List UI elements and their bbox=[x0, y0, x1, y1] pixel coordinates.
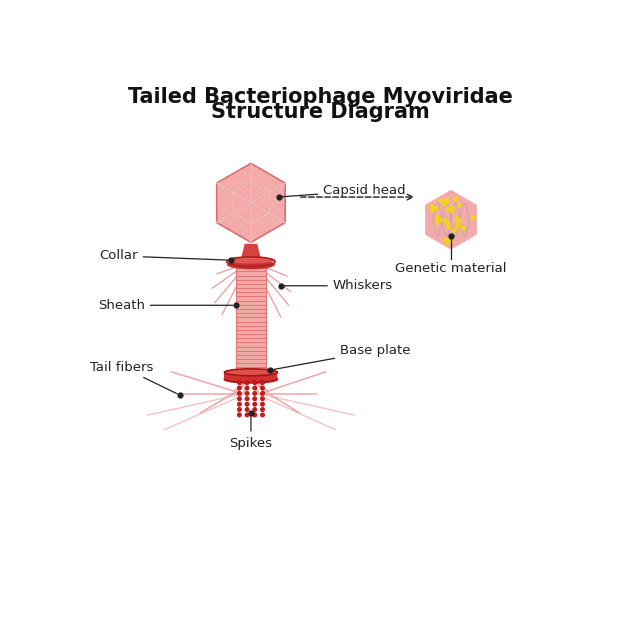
Circle shape bbox=[446, 207, 452, 212]
Text: Whiskers: Whiskers bbox=[284, 279, 393, 292]
Text: Tailed Bacteriophage Myoviridae: Tailed Bacteriophage Myoviridae bbox=[128, 87, 513, 107]
Circle shape bbox=[444, 240, 449, 245]
Circle shape bbox=[245, 408, 249, 412]
Circle shape bbox=[253, 386, 257, 390]
Circle shape bbox=[245, 413, 249, 417]
Bar bbox=[224, 371, 277, 379]
Circle shape bbox=[449, 205, 454, 211]
Circle shape bbox=[245, 397, 249, 401]
Circle shape bbox=[438, 198, 444, 203]
Circle shape bbox=[237, 397, 242, 401]
Circle shape bbox=[245, 386, 249, 390]
Circle shape bbox=[237, 381, 242, 385]
Circle shape bbox=[454, 216, 460, 222]
Ellipse shape bbox=[227, 257, 275, 264]
Circle shape bbox=[436, 215, 441, 220]
Circle shape bbox=[456, 223, 461, 228]
Circle shape bbox=[443, 237, 448, 243]
Circle shape bbox=[260, 402, 265, 406]
Circle shape bbox=[443, 218, 448, 223]
Circle shape bbox=[237, 408, 242, 412]
Circle shape bbox=[444, 220, 450, 226]
Text: Base plate: Base plate bbox=[273, 344, 411, 369]
Text: Structure Diagram: Structure Diagram bbox=[212, 101, 430, 121]
Circle shape bbox=[237, 391, 242, 396]
Circle shape bbox=[457, 203, 462, 208]
Circle shape bbox=[237, 402, 242, 406]
Circle shape bbox=[260, 397, 265, 401]
Circle shape bbox=[253, 413, 257, 417]
Circle shape bbox=[471, 215, 476, 220]
Circle shape bbox=[260, 391, 265, 396]
Circle shape bbox=[260, 408, 265, 412]
Ellipse shape bbox=[224, 369, 277, 376]
Circle shape bbox=[446, 224, 451, 229]
Circle shape bbox=[429, 207, 434, 213]
Circle shape bbox=[260, 381, 265, 385]
Circle shape bbox=[438, 217, 443, 222]
Circle shape bbox=[253, 381, 257, 385]
Polygon shape bbox=[241, 244, 260, 257]
Polygon shape bbox=[217, 163, 285, 242]
Circle shape bbox=[253, 402, 257, 406]
Circle shape bbox=[449, 208, 454, 213]
Circle shape bbox=[442, 202, 448, 207]
Circle shape bbox=[433, 206, 439, 211]
Circle shape bbox=[237, 386, 242, 390]
Circle shape bbox=[434, 217, 440, 223]
Circle shape bbox=[260, 386, 265, 390]
Circle shape bbox=[260, 413, 265, 417]
Circle shape bbox=[245, 402, 249, 406]
Circle shape bbox=[253, 391, 257, 396]
Text: Sheath: Sheath bbox=[98, 299, 233, 312]
Circle shape bbox=[453, 196, 458, 202]
Circle shape bbox=[446, 207, 451, 212]
Circle shape bbox=[429, 204, 434, 209]
Circle shape bbox=[456, 218, 461, 224]
Circle shape bbox=[448, 237, 454, 242]
Circle shape bbox=[237, 413, 242, 417]
Text: Capsid head: Capsid head bbox=[282, 184, 406, 197]
Circle shape bbox=[245, 391, 249, 396]
Text: Tail fibers: Tail fibers bbox=[90, 361, 177, 394]
Circle shape bbox=[444, 198, 449, 203]
Circle shape bbox=[245, 381, 249, 385]
Circle shape bbox=[461, 226, 466, 231]
Ellipse shape bbox=[224, 376, 277, 382]
Polygon shape bbox=[425, 190, 477, 250]
Text: Spikes: Spikes bbox=[230, 415, 272, 449]
Text: Collar: Collar bbox=[99, 249, 228, 262]
Circle shape bbox=[435, 219, 440, 225]
Circle shape bbox=[452, 227, 457, 233]
Ellipse shape bbox=[227, 260, 275, 269]
Circle shape bbox=[253, 397, 257, 401]
Text: Genetic material: Genetic material bbox=[395, 262, 506, 275]
Circle shape bbox=[253, 408, 257, 412]
Bar bbox=[235, 263, 266, 372]
